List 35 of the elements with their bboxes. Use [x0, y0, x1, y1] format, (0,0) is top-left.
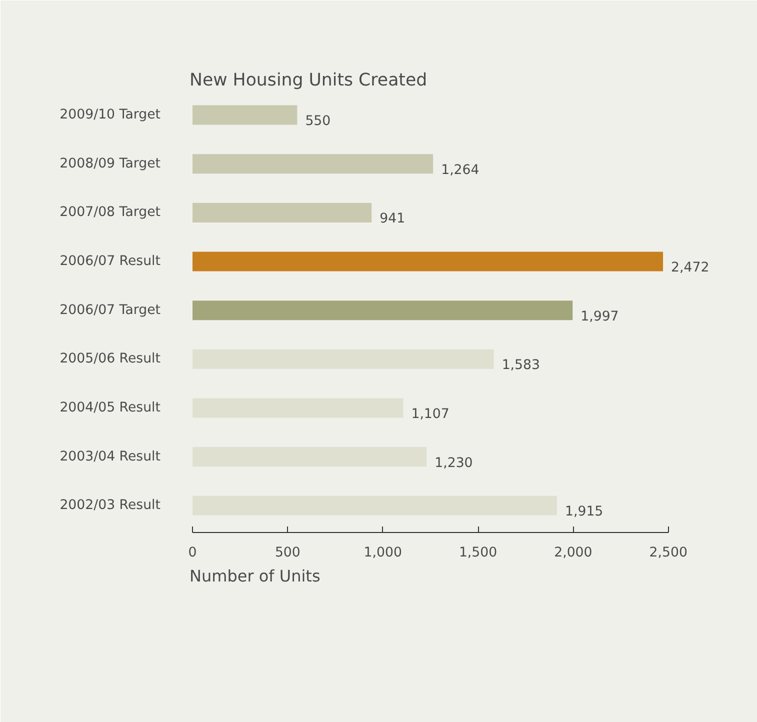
x-axis-title: Number of Units [190, 566, 320, 586]
y-tick-label: 2002/03 Result [60, 498, 161, 514]
bar [192, 496, 558, 516]
bar [192, 398, 404, 418]
data-label: 941 [380, 212, 406, 227]
y-tick-label: 2007/08 Target [60, 205, 161, 220]
bar [192, 447, 427, 467]
y-tick-label: 2004/05 Result [60, 400, 161, 416]
data-label: 1,264 [441, 162, 480, 178]
x-tick-label: 2,000 [554, 546, 592, 560]
data-label: 1,107 [411, 406, 450, 422]
data-label: 1,583 [502, 358, 540, 374]
bar [192, 154, 434, 174]
bar [192, 300, 573, 320]
data-label: 1,230 [434, 456, 473, 471]
x-tick-label: 1,500 [458, 546, 498, 560]
y-tick-label: 2006/07 Target [60, 302, 161, 318]
x-tick-label: 2,500 [649, 546, 688, 560]
bar [192, 105, 298, 125]
x-tick-label: 0 [188, 546, 197, 560]
y-tick-label: 2005/06 Result [60, 352, 161, 367]
chart-title: New Housing Units Created [190, 70, 428, 90]
x-tick-label: 500 [274, 546, 300, 560]
bar [192, 349, 494, 369]
y-tick-label: 2003/04 Result [60, 449, 161, 464]
y-tick-label: 2006/07 Result [60, 254, 161, 270]
data-label: 1,915 [565, 504, 604, 520]
bar [192, 202, 372, 222]
data-label: 1,997 [580, 309, 619, 324]
y-tick-label: 2009/10 Target [60, 108, 161, 123]
x-tick-label: 1,000 [364, 546, 402, 560]
data-label: 2,472 [671, 260, 710, 276]
bar [192, 252, 664, 272]
data-label: 550 [305, 114, 331, 130]
y-tick-label: 2008/09 Target [60, 156, 161, 172]
